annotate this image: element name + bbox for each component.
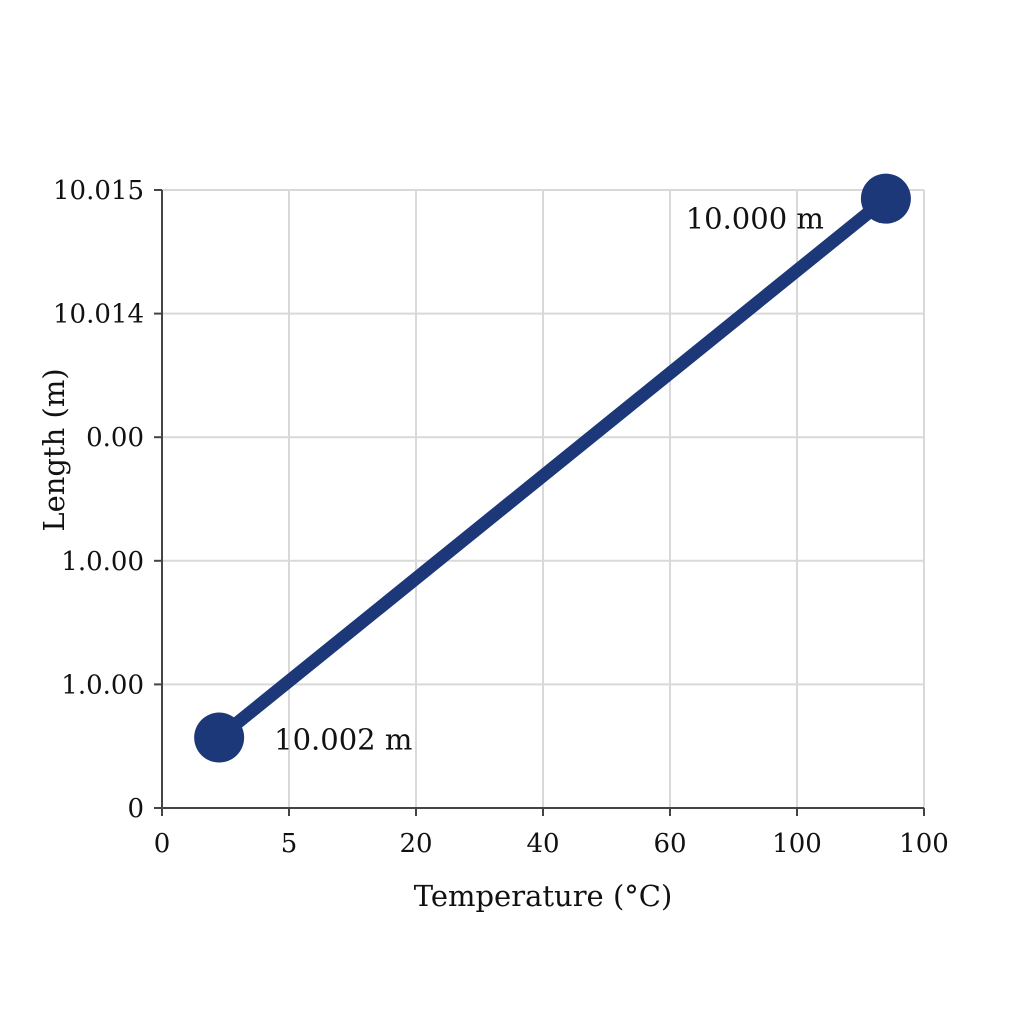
x-tick-label: 100: [899, 829, 949, 859]
x-tick-label: 0: [154, 829, 171, 859]
data-label: 10.000 m: [686, 202, 824, 236]
series-line: [212, 192, 893, 745]
series: 10.002 m 10.000 m: [194, 173, 911, 763]
grid: [162, 189, 925, 808]
y-tick-label: 1.0.00: [61, 547, 144, 577]
y-axis-title: Length (m): [37, 368, 71, 531]
x-ticks: 0 5 20 40 60 100 100: [154, 808, 949, 859]
data-point: [860, 173, 911, 224]
y-tick-label: 10.015: [53, 176, 144, 206]
y-ticks: 0 1.0.00 1.0.00 0.00 10.014 10.015: [53, 176, 162, 824]
x-tick-label: 100: [772, 829, 822, 859]
x-tick-label: 40: [526, 829, 559, 859]
x-tick-label: 20: [399, 829, 432, 859]
data-point: [194, 712, 245, 763]
data-label: 10.002 m: [274, 723, 412, 757]
y-tick-label: 0: [127, 794, 144, 824]
x-tick-label: 5: [281, 829, 298, 859]
y-tick-label: 10.014: [53, 300, 144, 330]
y-tick-label: 1.0.00: [61, 670, 144, 700]
x-tick-label: 60: [653, 829, 686, 859]
x-axis-title: Temperature (°C): [414, 879, 673, 913]
y-tick-label: 0.00: [86, 423, 144, 453]
